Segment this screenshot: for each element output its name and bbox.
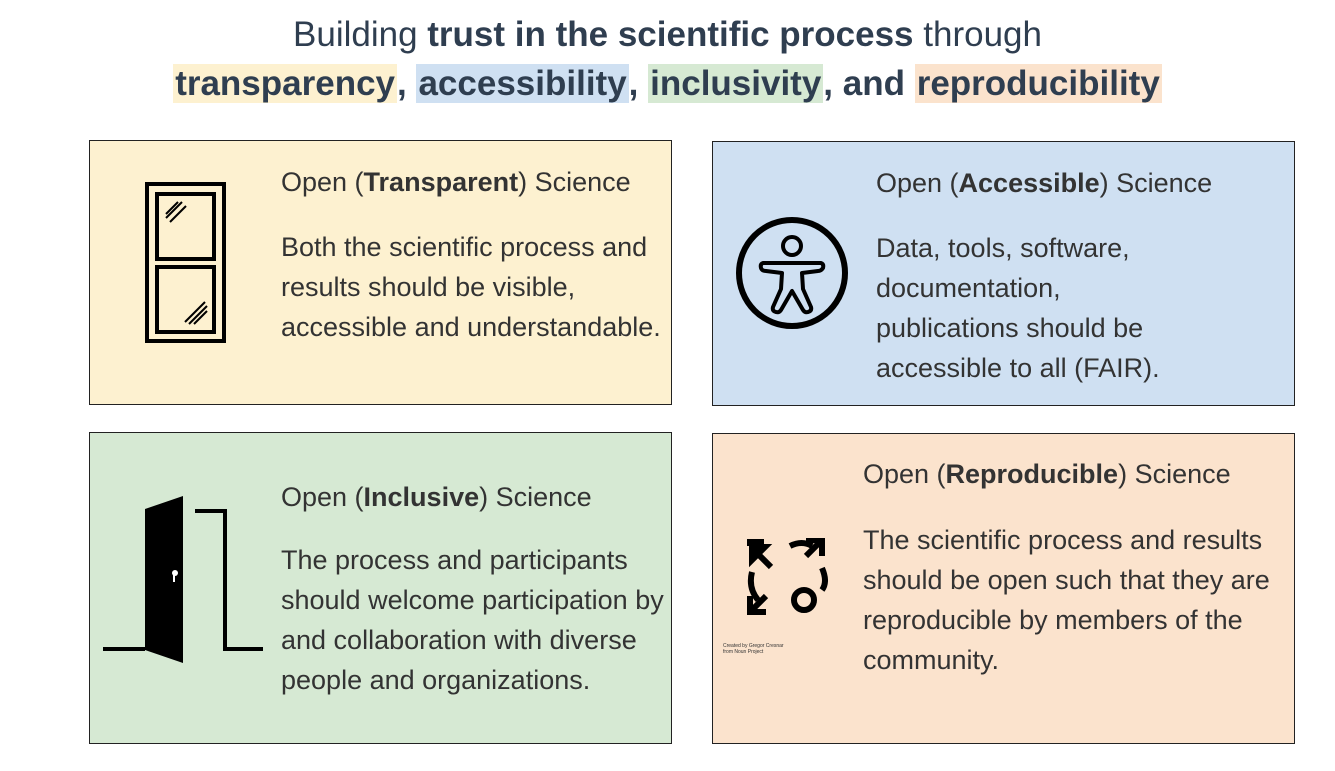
- card-heading: Open (Reproducible) Science: [863, 459, 1231, 490]
- heading-prefix: Open (: [876, 168, 959, 198]
- card-body: The process and participants should welc…: [281, 545, 664, 695]
- title-bold-phrase: trust in the scientific process: [427, 15, 914, 54]
- heading-prefix: Open (: [863, 459, 946, 489]
- heading-keyword: Inclusive: [363, 482, 480, 512]
- keyword-accessibility: accessibility: [416, 64, 629, 103]
- heading-keyword: Transparent: [363, 167, 519, 197]
- keyword-inclusivity: inclusivity: [648, 64, 824, 103]
- card-transparent: Open (Transparent) Science Both the scie…: [89, 140, 672, 405]
- card-heading: Open (Accessible) Science: [876, 168, 1212, 199]
- keyword-transparency: transparency: [173, 64, 398, 103]
- icon-credit: Created by Gregor Cresnar from Noun Proj…: [723, 643, 784, 655]
- card-body: Data, tools, software, documentation, pu…: [876, 233, 1160, 383]
- title-line-1: Building trust in the scientific process…: [0, 15, 1335, 55]
- separator: ,: [397, 64, 417, 103]
- separator: , and: [823, 64, 915, 103]
- heading-suffix: ) Science: [518, 167, 631, 197]
- card-reproducible: Created by Gregor Cresnar from Noun Proj…: [712, 433, 1295, 744]
- heading-prefix: Open (: [281, 482, 364, 512]
- card-inclusive: Open (Inclusive) Science The process and…: [89, 432, 672, 744]
- heading-suffix: ) Science: [1099, 168, 1213, 198]
- heading-suffix: ) Science: [479, 482, 592, 512]
- card-heading: Open (Inclusive) Science: [281, 482, 592, 513]
- credit-line: Created by Gregor Cresnar: [723, 643, 784, 649]
- title-line-2: transparency, accessibility, inclusivity…: [0, 64, 1335, 104]
- open-door-icon: [102, 495, 266, 672]
- card-accessible: Open (Accessible) Science Data, tools, s…: [712, 141, 1295, 406]
- title-suffix: through: [913, 15, 1042, 54]
- window-icon: [145, 182, 227, 349]
- keyword-reproducibility: reproducibility: [914, 64, 1162, 103]
- heading-suffix: ) Science: [1118, 459, 1231, 489]
- card-body: The scientific process and results shoul…: [863, 525, 1270, 675]
- card-heading: Open (Transparent) Science: [281, 167, 631, 198]
- title-prefix: Building: [293, 15, 428, 54]
- separator: ,: [628, 64, 649, 103]
- credit-line: from Noun Project: [723, 649, 764, 655]
- heading-keyword: Accessible: [958, 168, 1100, 198]
- cycle-arrows-icon: [746, 537, 828, 625]
- heading-keyword: Reproducible: [945, 459, 1119, 489]
- card-body: Both the scientific process and results …: [281, 232, 661, 342]
- accessibility-icon: [735, 215, 851, 336]
- heading-prefix: Open (: [281, 167, 364, 197]
